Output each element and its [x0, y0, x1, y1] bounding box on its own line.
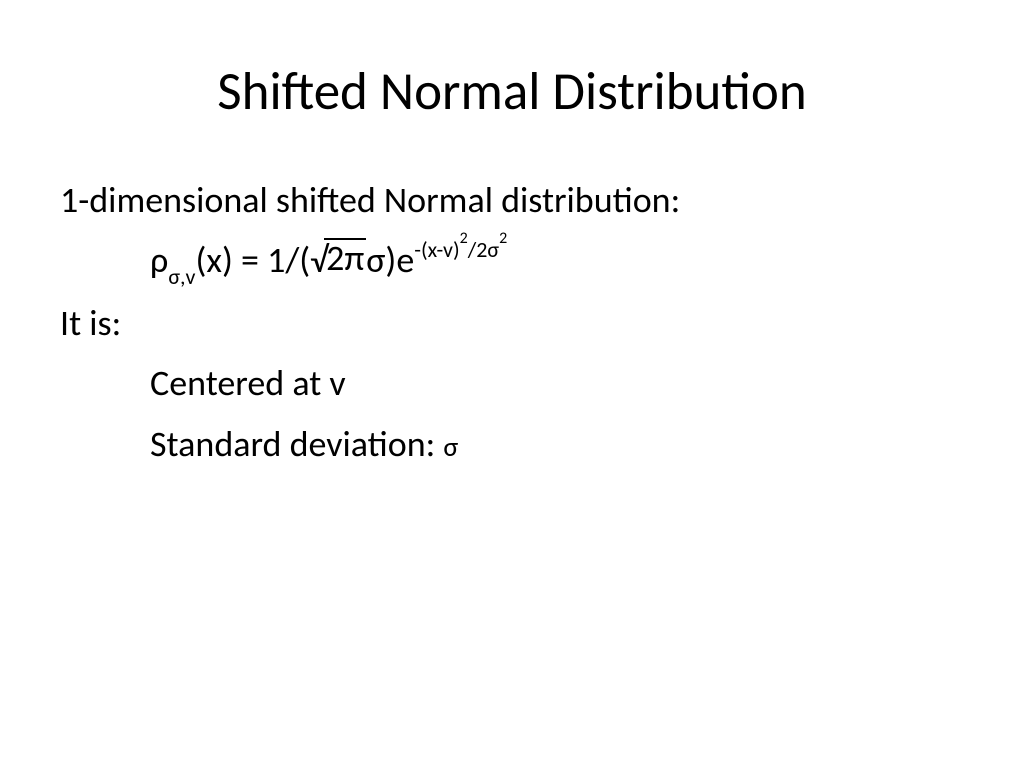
formula-exponent: -(x-v)2/2σ2	[414, 236, 507, 263]
sqrt-radicand: 2π	[324, 238, 366, 276]
slide-body: 1-dimensional shifted Normal distributio…	[0, 134, 1024, 470]
slide-title: Shifted Normal Distribution	[0, 0, 1024, 134]
exp-sq1: 2	[460, 229, 468, 248]
intro-line: 1-dimensional shifted Normal distributio…	[60, 174, 974, 226]
exp-sq2: 2	[499, 229, 507, 248]
exp-tail: /2σ	[468, 236, 499, 263]
stddev-sigma: σ	[443, 429, 458, 464]
itis-line: It is:	[60, 297, 974, 349]
stddev-label: Standard deviation:	[150, 422, 443, 466]
exp-lead: -(x-v)	[414, 236, 459, 263]
formula-subscript: σ,v	[168, 263, 195, 290]
formula-arg: (x)	[195, 238, 232, 282]
slide: Shifted Normal Distribution 1-dimensiona…	[0, 0, 1024, 768]
stddev-line: Standard deviation: σ	[60, 418, 974, 470]
formula-sqrt: √2π	[310, 234, 366, 286]
formula-rho: ρ	[150, 238, 168, 282]
centered-line: Centered at v	[60, 357, 974, 409]
formula-after-root: σ)e	[366, 238, 414, 282]
formula-line: ρσ,v(x) = 1/(√2πσ)e-(x-v)2/2σ2	[60, 234, 974, 289]
formula-eq: = 1/(	[233, 238, 310, 282]
